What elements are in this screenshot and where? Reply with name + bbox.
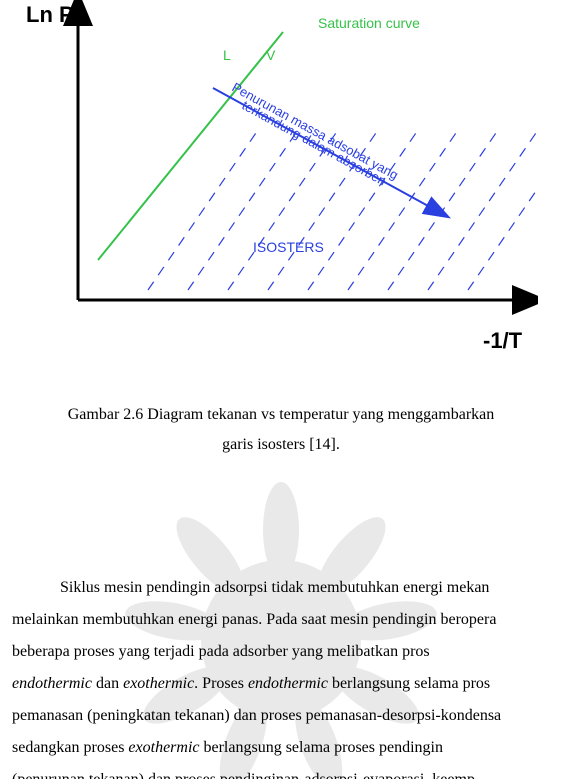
body-l3: beberapa proses yang terjadi pada adsorb… (12, 643, 430, 660)
pressure-temperature-chart: Ln P-1/TSaturation curveLVPenurunan mass… (18, 0, 538, 370)
body-l2: melainkan membutuhkan energi panas. Pada… (12, 611, 496, 628)
body-l6b: berlangsung selama proses pendingin (200, 739, 444, 756)
label-L: L (223, 47, 231, 63)
caption-line-2: garis isosters [14]. (0, 430, 562, 460)
caption-line-1: Gambar 2.6 Diagram tekanan vs temperatur… (0, 400, 562, 430)
figure-caption: Gambar 2.6 Diagram tekanan vs temperatur… (0, 400, 562, 461)
saturation-label: Saturation curve (318, 15, 420, 31)
isoster-diag-text-2: terkandung dalam absorben (240, 97, 389, 188)
body-em-exothermic-1: exothermic (123, 675, 194, 692)
body-em-exothermic-2: exothermic (128, 739, 199, 756)
body-paragraph: Siklus mesin pendingin adsorpsi tidak me… (12, 572, 562, 779)
body-l4d: berlangsung selama pros (328, 675, 490, 692)
y-axis-label: Ln P (26, 2, 74, 27)
isosters-label: ISOSTERS (253, 239, 324, 255)
label-V: V (266, 47, 276, 63)
body-l7: (penurunan tekanan) dan proses pendingin… (12, 771, 475, 779)
body-l5: pemanasan (peningkatan tekanan) dan pros… (12, 707, 501, 724)
x-axis-label: -1/T (483, 328, 523, 353)
body-l6a: sedangkan proses (12, 739, 128, 756)
body-em-endothermic-1: endothermic (12, 675, 92, 692)
body-l4b: dan (92, 675, 123, 692)
body-em-endothermic-2: endothermic (248, 675, 328, 692)
body-l4c: . Proses (194, 675, 248, 692)
body-l1: Siklus mesin pendingin adsorpsi tidak me… (60, 579, 489, 596)
